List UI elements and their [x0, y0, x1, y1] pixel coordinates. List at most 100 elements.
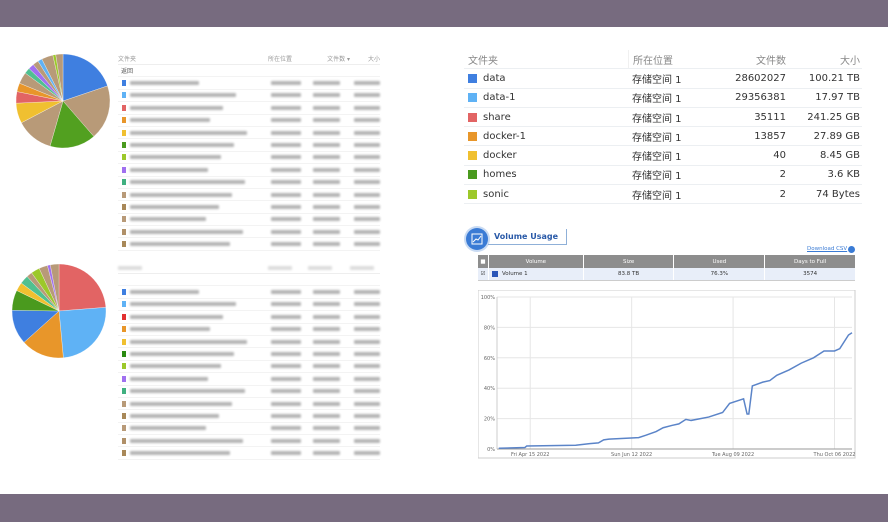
volume-color-swatch	[491, 271, 498, 277]
header-folder[interactable]: 文件夹	[468, 55, 498, 67]
blurred-folder-name	[129, 155, 221, 160]
blurred-folder-name	[129, 143, 234, 148]
folder-row[interactable]	[118, 226, 380, 239]
folder-table: 文件夹 所在位置 文件数 大小 data 存储空间 1 28602027 100.21…	[464, 50, 862, 205]
folder-row[interactable]	[118, 435, 380, 448]
download-icon[interactable]	[848, 246, 855, 253]
folder-row[interactable]	[118, 299, 380, 312]
folder-count: 40	[773, 150, 786, 162]
blurred-count	[312, 81, 341, 86]
back-link[interactable]	[118, 274, 380, 287]
folder-color-swatch	[122, 92, 126, 99]
y-tick-label: 0%	[487, 447, 495, 453]
folder-color-swatch	[122, 154, 126, 161]
header-size[interactable]	[350, 265, 380, 270]
folder-name: homes	[483, 169, 517, 181]
folder-row[interactable]	[118, 311, 380, 324]
folder-row[interactable]	[118, 447, 380, 460]
folder-row[interactable]	[118, 127, 381, 140]
header-volume[interactable]: Volume	[487, 255, 583, 268]
folder-row[interactable]: homes 存储空间 1 2 3.6 KB	[464, 166, 862, 186]
folder-row[interactable]	[118, 238, 380, 251]
blurred-size	[354, 376, 380, 381]
pie-chart-2	[11, 263, 107, 359]
folder-color-swatch	[122, 375, 126, 382]
folder-row[interactable]	[118, 361, 381, 374]
header-size[interactable]: Size	[582, 255, 674, 268]
blurred-location	[270, 438, 301, 443]
folder-color-swatch	[122, 338, 126, 345]
folder-row[interactable]	[118, 139, 380, 152]
blurred-count	[312, 204, 341, 209]
blurred-size	[354, 339, 381, 344]
pie-chart-1	[15, 53, 111, 149]
header-used[interactable]: Used	[673, 255, 764, 268]
folder-row[interactable]	[118, 177, 380, 189]
folder-color-swatch	[122, 289, 126, 296]
blurred-count	[312, 389, 341, 394]
blurred-folder-name	[129, 242, 230, 247]
folder-row[interactable]	[118, 90, 380, 103]
folder-row[interactable]	[118, 201, 380, 214]
folder-row[interactable]	[118, 214, 380, 227]
blurred-size	[354, 451, 380, 456]
folder-row[interactable]: share 存储空间 1 35111 241.25 GB	[464, 108, 862, 128]
folder-row[interactable]: docker 存储空间 1 40 8.45 GB	[464, 146, 862, 166]
blurred-count	[312, 426, 341, 431]
folder-size: 241.25 GB	[807, 111, 860, 123]
folder-row[interactable]	[118, 189, 380, 202]
header-count[interactable]: 文件数 ▾	[327, 56, 350, 63]
blurred-count	[312, 118, 341, 123]
folder-row[interactable]	[118, 386, 380, 398]
folder-row[interactable]: data 存储空间 1 28602027 100.21 TB	[464, 69, 862, 89]
blurred-size	[354, 352, 380, 357]
select-all-checkbox[interactable]: ■	[480, 258, 486, 265]
header-days-to-full[interactable]: Days to Full	[764, 255, 855, 268]
header-count[interactable]	[308, 265, 350, 270]
folder-name: sonic	[483, 188, 509, 200]
blurred-size	[354, 130, 381, 135]
back-label[interactable]: 返回	[121, 68, 134, 76]
folder-row[interactable]: docker-1 存储空间 1 13857 27.89 GB	[464, 127, 862, 147]
folder-row[interactable]: data-1 存储空间 1 29356381 17.97 TB	[464, 89, 862, 108]
folder-row[interactable]	[118, 164, 380, 177]
folder-count: 35111	[754, 111, 786, 123]
folder-row[interactable]	[118, 410, 380, 423]
folder-color-swatch	[122, 388, 126, 395]
folder-name-cell: sonic	[464, 189, 628, 200]
folder-row[interactable]	[118, 423, 380, 436]
folder-row[interactable]	[118, 152, 381, 165]
back-link[interactable]: 返回	[118, 65, 380, 78]
folder-row[interactable]	[118, 348, 380, 361]
folder-row[interactable]	[118, 115, 380, 127]
header-folder[interactable]	[118, 265, 268, 270]
header-location[interactable]: 所在位置	[628, 50, 708, 69]
blurred-location	[271, 81, 301, 86]
header-location[interactable]: 所在位置	[268, 56, 293, 63]
header-location[interactable]	[268, 265, 308, 270]
folder-row[interactable]	[118, 398, 380, 411]
folder-row[interactable]	[118, 102, 380, 115]
folder-row[interactable]	[118, 324, 380, 336]
folder-row[interactable]	[118, 77, 380, 90]
header-count[interactable]: 文件数	[756, 55, 786, 67]
header-size[interactable]: 大小	[367, 56, 380, 63]
blurred-size	[354, 105, 380, 110]
folder-color-swatch	[122, 301, 126, 308]
blurred-count	[312, 242, 341, 247]
download-csv-link[interactable]: Download CSV	[807, 246, 848, 252]
volume-row[interactable]: ☑ Volume 1 83.8 TB 76.3% 3574	[478, 268, 855, 281]
folder-row[interactable]: sonic 存储空间 1 2 74 Bytes	[464, 185, 862, 205]
blurred-count	[312, 339, 341, 344]
blurred-folder-name	[129, 376, 208, 381]
volume-checkbox[interactable]: ☑	[480, 271, 486, 277]
folder-row[interactable]	[118, 286, 380, 299]
pie-slice	[62, 85, 111, 137]
folder-row[interactable]	[118, 373, 380, 386]
header-size[interactable]: 大小	[840, 55, 860, 67]
header-folder[interactable]: 文件夹	[118, 56, 137, 63]
folder-color-swatch	[122, 450, 126, 457]
folder-row[interactable]	[118, 336, 381, 349]
blurred-folder-name	[129, 401, 232, 406]
blurred-folder-name	[129, 229, 243, 234]
